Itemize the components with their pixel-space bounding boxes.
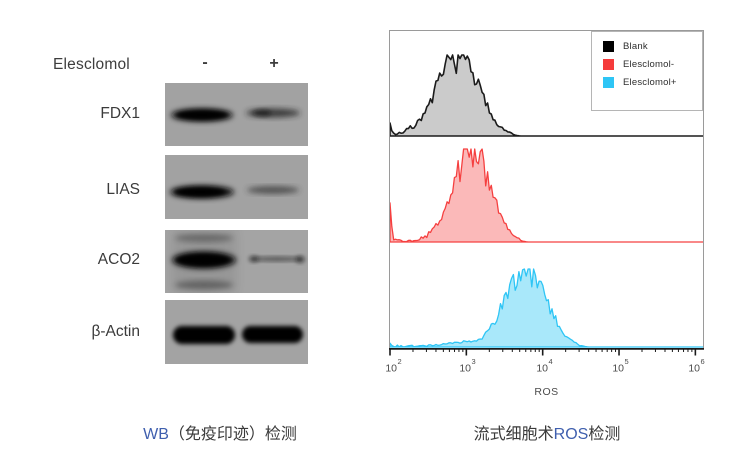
wb-row-label-bactin: β-Actin <box>91 323 140 340</box>
flow-plot-area: Blank Elesclomol- Elesclomol+ <box>389 30 704 349</box>
x-axis-tick-labels: 102 103 104 105 106 <box>385 357 705 380</box>
legend-label-elesclomol-plus: Elesclomol+ <box>623 77 677 88</box>
flow-caption-latin: ROS <box>553 426 589 443</box>
lias-blot-image <box>165 155 308 219</box>
x-axis-title: ROS <box>534 386 559 398</box>
tick-1e4: 104 <box>536 357 553 375</box>
blank-swatch-icon <box>603 41 614 52</box>
x-axis <box>389 347 704 359</box>
legend-item-blank: Blank <box>603 41 696 52</box>
tick-1e3: 103 <box>459 357 476 375</box>
wb-caption-latin: WB <box>143 426 169 443</box>
legend-item-elesclomol-plus: Elesclomol+ <box>603 77 696 88</box>
legend-box: Blank Elesclomol- Elesclomol+ <box>591 31 703 111</box>
flow-caption: 流式细胞术ROS检测 <box>397 420 697 444</box>
tick-1e6: 106 <box>688 357 705 375</box>
legend-item-elesclomol-minus: Elesclomol- <box>603 59 696 70</box>
flow-caption-prefix: 流式细胞术 <box>473 426 554 443</box>
lane-plus-label: + <box>269 55 279 72</box>
aco2-blot-image <box>165 230 308 293</box>
wb-row-label-aco2: ACO2 <box>97 251 140 268</box>
elesclomol-minus-swatch-icon <box>603 59 614 70</box>
flow-caption-suffix: 检测 <box>588 426 621 443</box>
treatment-label: Elesclomol <box>53 56 130 73</box>
tick-1e5: 105 <box>612 357 629 375</box>
histogram-elesclomol-minus <box>390 137 703 243</box>
wb-caption: WB（免疫印迹）检测 <box>60 420 380 444</box>
fdx1-blot-image <box>165 83 308 146</box>
bactin-blot-image <box>165 300 308 364</box>
tick-1e2: 102 <box>385 357 402 375</box>
lane-minus-label: - <box>202 54 208 71</box>
wb-row-label-fdx1: FDX1 <box>100 105 140 122</box>
legend-label-elesclomol-minus: Elesclomol- <box>623 59 675 70</box>
wb-caption-rest: （免疫印迹）检测 <box>168 426 297 443</box>
elesclomol-plus-swatch-icon <box>603 77 614 88</box>
western-blot-panel: Elesclomol - + FDX1 LIAS <box>53 54 308 443</box>
wb-row-label-lias: LIAS <box>106 181 140 198</box>
histogram-blank <box>390 31 703 137</box>
histogram-elesclomol-plus <box>390 242 703 349</box>
legend-label-blank: Blank <box>623 41 648 52</box>
